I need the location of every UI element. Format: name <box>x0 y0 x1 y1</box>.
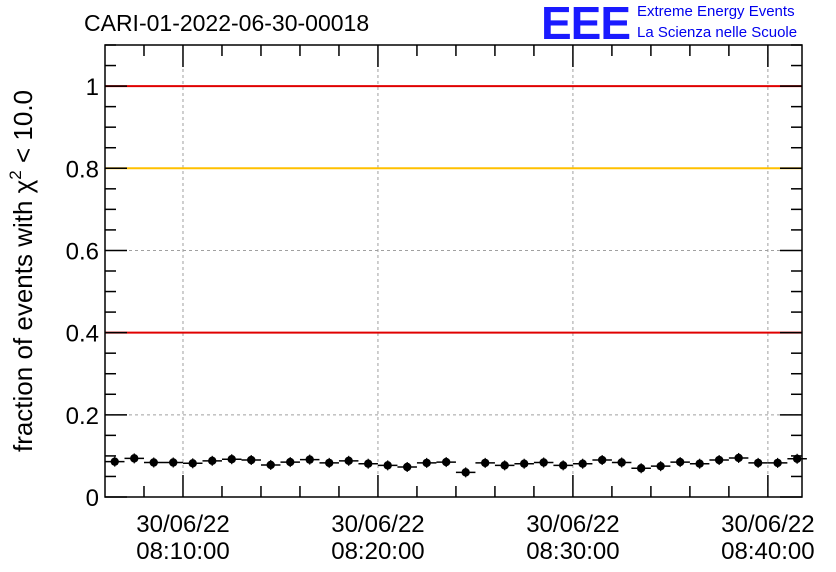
logo-line-2: La Scienza nelle Scuole <box>637 24 798 41</box>
data-point <box>636 464 646 473</box>
chart-title: CARI-01-2022-06-30-00018 <box>84 10 370 36</box>
data-point <box>305 455 314 464</box>
data-point <box>558 461 568 470</box>
y-tick-label: 0.4 <box>66 321 99 348</box>
data-point <box>578 459 587 468</box>
y-axis-label-prefix: fraction of events with <box>8 193 38 452</box>
data-point <box>247 455 256 465</box>
data-point <box>480 458 490 468</box>
plot-frame <box>104 44 803 498</box>
data-point <box>753 458 763 468</box>
x-tick-time-label: 08:20:00 <box>331 538 424 565</box>
data-point <box>227 454 236 464</box>
x-tick-date-label: 30/06/22 <box>526 511 619 538</box>
data-point <box>188 459 197 468</box>
data-point <box>500 461 509 470</box>
data-point <box>325 458 334 468</box>
data-point <box>266 460 275 470</box>
data-point <box>130 454 139 463</box>
data-point <box>539 458 548 467</box>
data-point <box>402 462 412 472</box>
x-tick-date-label: 30/06/22 <box>136 511 229 538</box>
data-point <box>597 455 607 465</box>
y-tick-label: 0.6 <box>66 238 99 265</box>
x-tick-time-label: 08:30:00 <box>526 538 619 565</box>
data-points <box>105 452 807 478</box>
data-point <box>714 455 724 465</box>
x-tick-date-label: 30/06/22 <box>331 511 424 538</box>
y-tick-label: 0.8 <box>66 156 99 183</box>
data-point <box>169 458 178 467</box>
data-point <box>519 459 529 468</box>
y-tick-label: 0.2 <box>66 403 99 430</box>
data-point <box>110 457 119 466</box>
reference-lines <box>105 85 802 334</box>
data-point <box>461 468 470 477</box>
data-point <box>208 456 217 466</box>
y-axis-label: fraction of events with χ2 < 10.0 <box>6 90 38 452</box>
data-point <box>617 458 626 467</box>
data-point <box>773 458 782 468</box>
x-tick-time-label: 08:40:00 <box>721 538 814 565</box>
eee-logo: EEE <box>541 0 631 49</box>
y-axis-label-superscript: 2 <box>6 170 25 179</box>
data-point <box>422 458 431 468</box>
axes: 00.20.40.60.8130/06/2208:10:0030/06/2208… <box>66 44 815 565</box>
x-tick-time-label: 08:10:00 <box>136 538 229 565</box>
data-point <box>695 459 704 468</box>
data-point <box>792 454 802 463</box>
logo-line-1: Extreme Energy Events <box>637 3 795 20</box>
y-tick-label: 0 <box>86 485 99 512</box>
data-point <box>656 461 665 471</box>
x-tick-date-label: 30/06/22 <box>721 511 814 538</box>
data-point <box>344 456 353 466</box>
y-tick-label: 1 <box>86 74 99 101</box>
data-point <box>734 453 743 463</box>
data-point <box>383 461 392 470</box>
data-point <box>441 457 451 467</box>
y-axis-label-symbol: χ <box>8 179 38 193</box>
y-axis-label-suffix: < 10.0 <box>8 90 38 170</box>
data-point <box>149 458 158 467</box>
data-point <box>286 457 295 467</box>
data-point <box>675 457 685 467</box>
grid <box>105 45 802 497</box>
data-point <box>364 459 373 468</box>
